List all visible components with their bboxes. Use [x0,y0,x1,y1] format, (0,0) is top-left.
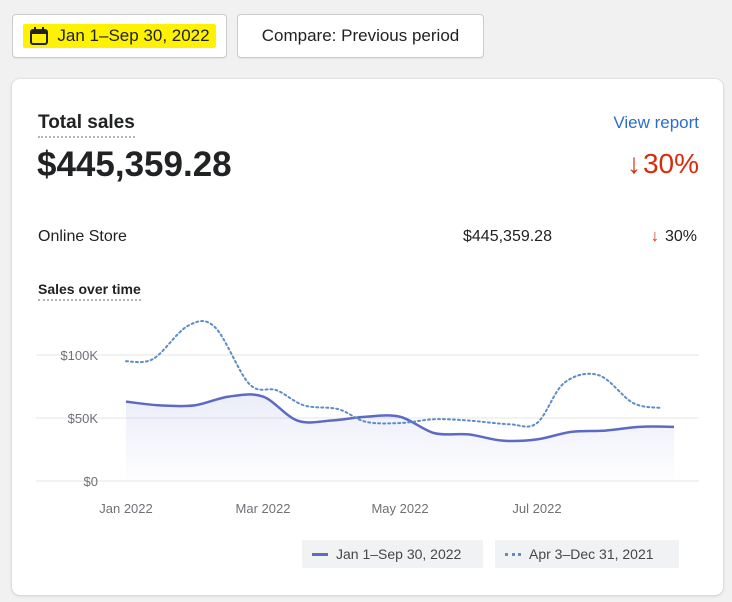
x-tick-label: Jan 2022 [99,501,153,516]
down-arrow-icon: ↓ [650,228,659,245]
previous-period-line [125,320,662,428]
breakdown-label: Online Store [38,228,127,245]
legend-current-period[interactable]: Jan 1–Sep 30, 2022 [302,540,483,568]
sales-chart: $0 $50K $100K Jan 2022 Mar 2022 May 2022 Jul 2… [36,320,699,516]
dotted-line-swatch [505,552,521,556]
total-change: ↓ 30% [627,148,699,180]
chart-title[interactable]: Sales over time [38,281,141,301]
total-sales-card: Total sales View report $445,359.28 ↓ 30… [12,79,723,595]
legend-current-label: Jan 1–Sep 30, 2022 [336,546,462,562]
x-tick-label: Mar 2022 [236,501,291,516]
down-arrow-icon: ↓ [626,148,641,179]
current-period-line [125,393,675,443]
date-range-highlight: Jan 1–Sep 30, 2022 [23,24,216,48]
x-tick-label: May 2022 [371,501,428,516]
y-tick-label: $100K [60,348,98,363]
breakdown-change-value: 30% [664,228,697,245]
total-sales-value: $445,359.28 [37,145,232,184]
x-tick-label: Jul 2022 [512,501,561,516]
tick-labels: $0 $50K $100K Jan 2022 Mar 2022 May 2022 Jul 2… [60,348,561,516]
y-tick-label: $0 [84,474,98,489]
series-lines [125,320,675,443]
date-range-label: Jan 1–Sep 30, 2022 [57,26,210,45]
card-title[interactable]: Total sales [38,112,135,138]
y-tick-label: $50K [68,411,99,426]
breakdown-change: ↓ 30% [651,228,697,246]
current-period-area [126,394,674,481]
view-report-link[interactable]: View report [613,113,699,132]
compare-label: Compare: Previous period [261,26,460,45]
compare-button[interactable]: Compare: Previous period [237,14,484,58]
legend-previous-period[interactable]: Apr 3–Dec 31, 2021 [495,540,679,568]
total-change-value: 30% [642,148,699,179]
solid-line-swatch [312,552,328,556]
date-range-button[interactable]: Jan 1–Sep 30, 2022 [12,14,227,58]
legend-previous-label: Apr 3–Dec 31, 2021 [529,546,654,562]
series-area [126,394,674,481]
calendar-icon [30,27,49,45]
breakdown-value: $445,359.28 [463,228,552,245]
